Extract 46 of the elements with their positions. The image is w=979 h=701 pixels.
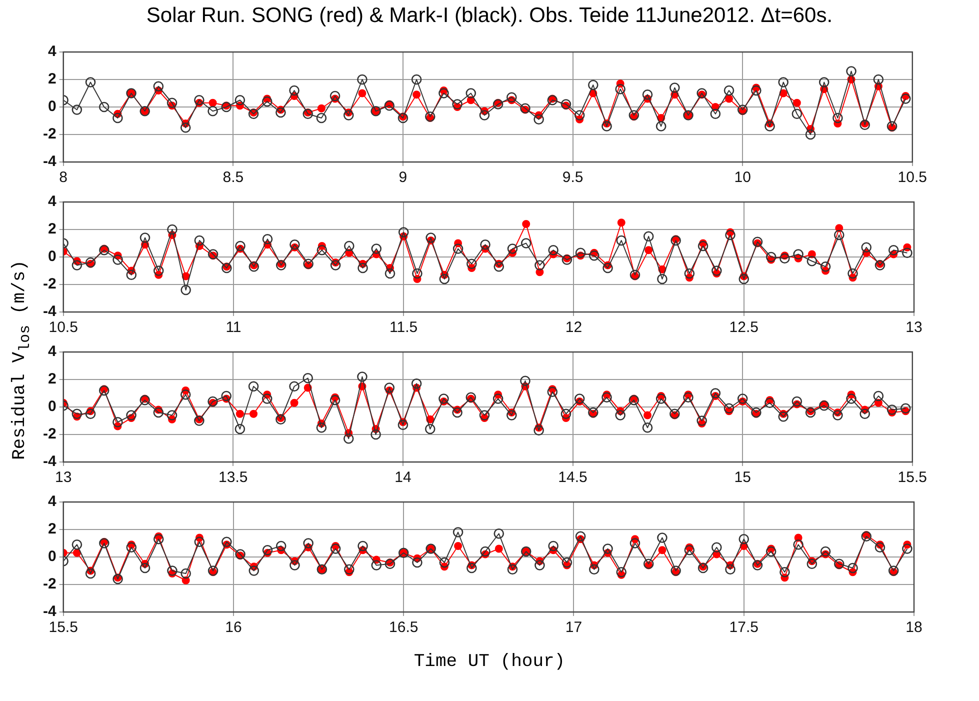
y-tick-label: -4 [42,453,57,470]
x-tick-label: 10.5 [48,319,78,336]
chart-title: Solar Run. SONG (red) & Mark-I (black). Obs. Teide 11June2012. Δt=60s. [145,4,834,28]
x-tick-label: 13 [906,319,922,336]
y-tick-label: 0 [48,548,56,566]
x-tick-label: 13.5 [218,469,248,486]
y-tick-label: -2 [42,576,56,593]
x-tick-label: 17 [565,619,582,636]
x-tick-label: 11.5 [390,319,418,336]
x-tick-label: 12.5 [729,319,758,336]
x-tick-label: 16.5 [389,619,418,636]
y-tick-label: -2 [42,426,56,443]
y-tick-label: 4 [48,43,57,60]
x-tick-label: 9.5 [562,169,584,186]
y-tick-label: -4 [42,303,57,320]
x-tick-label: 8 [59,169,68,186]
x-tick-label: 10.5 [898,169,928,186]
y-tick-label: 4 [48,493,57,510]
y-tick-label: 2 [48,70,56,88]
x-tick-label: 12 [565,319,582,336]
x-tick-label: 17.5 [729,619,758,636]
x-tick-label: 11 [226,319,242,336]
y-tick-label: 2 [48,220,56,238]
y-tick-label: 0 [48,248,56,266]
y-tick-label: 4 [48,343,57,360]
y-tick-label: -2 [42,276,56,293]
x-tick-label: 18 [906,619,922,636]
x-tick-label: 13 [54,469,72,486]
y-tick-label: 2 [48,370,56,388]
y-tick-label: -4 [42,603,57,620]
x-tick-label: 15.5 [898,469,928,486]
x-axis-title: Time UT (hour) [412,652,566,672]
y-tick-label: -4 [42,153,57,170]
y-tick-label: 0 [48,98,56,116]
x-tick-label: 15.5 [48,619,78,636]
y-tick-label: 4 [48,193,57,210]
x-tick-label: 16 [225,619,242,636]
y-tick-label: 0 [48,398,56,416]
y-tick-label: 2 [48,520,56,538]
y-tick-label: -2 [42,126,56,143]
x-tick-label: 8.5 [222,169,244,186]
x-tick-label: 15 [734,469,751,486]
x-tick-label: 10 [734,169,751,186]
x-tick-label: 14 [394,469,412,486]
x-tick-label: 14.5 [558,469,588,486]
x-tick-label: 9 [398,169,408,186]
